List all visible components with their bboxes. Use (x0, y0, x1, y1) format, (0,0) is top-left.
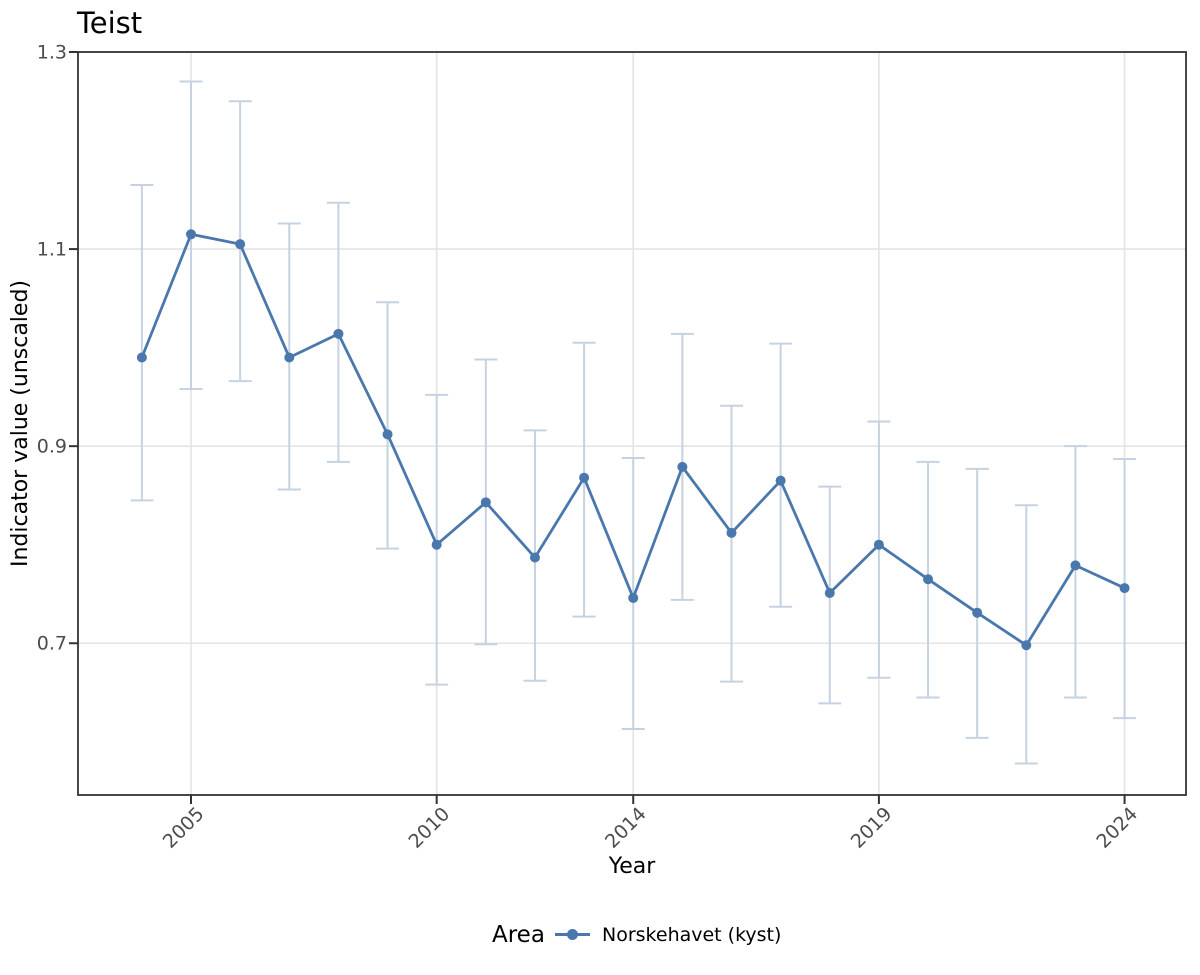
data-point (923, 574, 934, 585)
chart-title: Teist (76, 6, 142, 40)
data-point (1070, 560, 1081, 571)
data-point (1119, 583, 1130, 594)
legend-title: Area (492, 922, 545, 948)
y-tick-label: 0.7 (37, 633, 67, 655)
data-point (136, 352, 147, 363)
x-tick-label: 2005 (159, 803, 209, 853)
legend: Area Norskehavet (kyst) (492, 922, 781, 948)
data-point (480, 497, 491, 508)
data-series (136, 229, 1130, 651)
data-point (431, 539, 442, 550)
data-point (628, 592, 639, 603)
gridlines (78, 51, 1186, 795)
axes (69, 51, 1187, 804)
data-point (677, 461, 688, 472)
data-point (579, 472, 590, 483)
x-tick-label: 2019 (847, 803, 897, 853)
y-tick-label: 0.9 (37, 436, 67, 458)
x-tick-label: 2014 (601, 803, 651, 853)
data-point (382, 429, 393, 440)
x-axis-title: Year (608, 854, 657, 879)
data-point (284, 352, 295, 363)
data-point (972, 607, 983, 618)
data-point (529, 552, 540, 563)
y-tick-label: 1.3 (37, 42, 67, 64)
y-tick-label: 1.1 (37, 239, 67, 261)
data-point (775, 475, 786, 486)
data-point (726, 527, 737, 538)
data-point (1021, 640, 1032, 651)
data-point (235, 239, 246, 250)
y-axis-title: Indicator value (unscaled) (8, 280, 33, 567)
x-tick-label: 2010 (404, 803, 454, 853)
legend-symbol (555, 929, 590, 940)
panel-border (77, 51, 1187, 796)
x-tick-label: 2024 (1092, 803, 1142, 853)
legend-point-icon (567, 929, 578, 940)
data-point (333, 328, 344, 339)
data-point (824, 587, 835, 598)
data-point (186, 229, 197, 240)
data-point (873, 539, 884, 550)
legend-item-label: Norskehavet (kyst) (602, 924, 781, 946)
